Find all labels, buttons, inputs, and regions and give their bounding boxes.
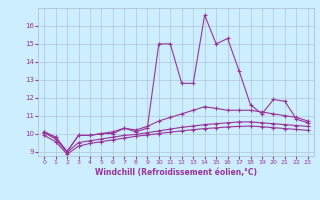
- X-axis label: Windchill (Refroidissement éolien,°C): Windchill (Refroidissement éolien,°C): [95, 168, 257, 177]
